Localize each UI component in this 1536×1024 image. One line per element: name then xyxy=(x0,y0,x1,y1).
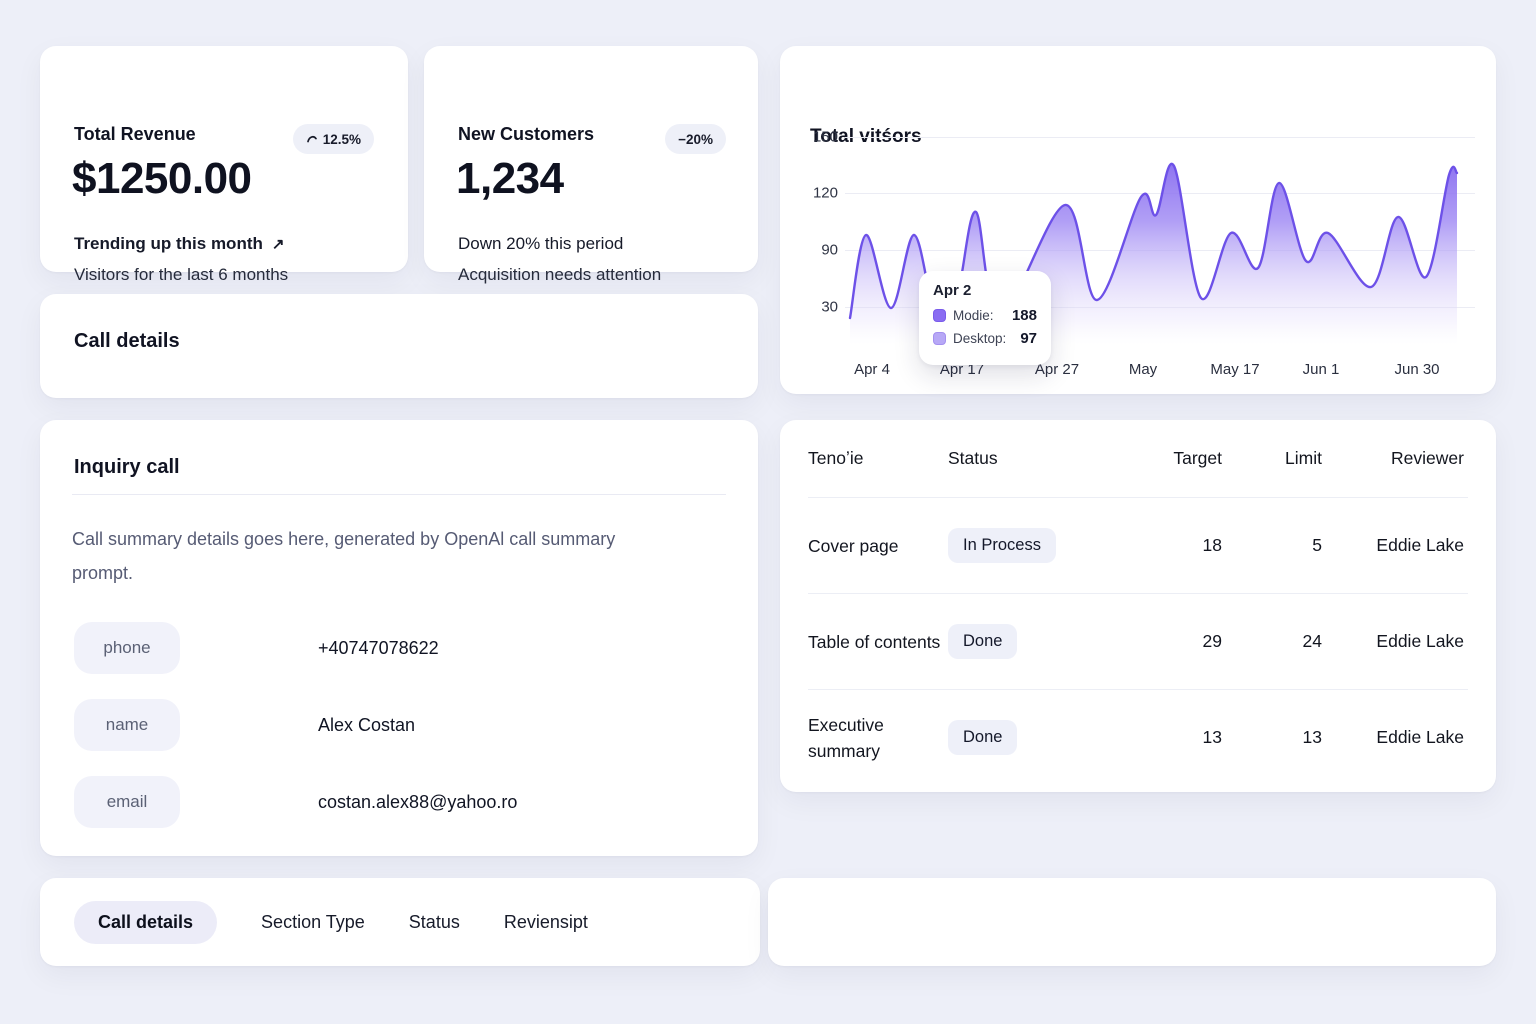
column-header-reviewer: Reviewer xyxy=(1391,448,1464,468)
tab-section-type[interactable]: Section Type xyxy=(261,911,365,932)
customers-subtext: Acquisition needs attention xyxy=(458,265,662,284)
tooltip-value: 97 xyxy=(1020,330,1037,347)
customers-trend-badge: −20% xyxy=(665,124,726,154)
bottom-tab-bar: Call details Section Type Status Reviens… xyxy=(40,878,760,966)
call-details-card: Call details xyxy=(40,294,758,398)
total-revenue-title: Total Revenue xyxy=(74,124,196,144)
new-customers-value: 1,234 xyxy=(456,154,564,203)
chart-title: Total vitśors xyxy=(810,126,922,147)
sections-table: Tenoʼie Status Target Limit Reviewer Cov… xyxy=(808,420,1468,785)
revenue-trend-line: Trending up this month ↗ xyxy=(74,234,284,254)
section-name: Executive summary xyxy=(808,714,884,761)
trend-up-icon xyxy=(306,135,317,143)
x-tick-label: Jun 1 xyxy=(1302,361,1340,378)
email-value: costan.alex88@yahoo.ro xyxy=(318,791,518,812)
tooltip-date: Apr 2 xyxy=(933,282,972,299)
new-customers-title: New Customers xyxy=(458,124,595,144)
reviewer-name: Eddie Lake xyxy=(1376,535,1464,555)
tooltip-label: Modie: xyxy=(953,308,994,323)
table-row[interactable]: Table of contents Done 29 24 Eddie Lake xyxy=(808,594,1468,689)
tab-reviensipt[interactable]: Reviensipt xyxy=(503,911,588,932)
inquiry-call-card: Inquiry call Call summary details goes h… xyxy=(40,420,758,856)
tooltip-label: Desktop: xyxy=(953,331,1007,346)
phone-label-pill: phone xyxy=(74,622,180,674)
tab-status[interactable]: Status xyxy=(408,911,460,932)
customers-trend-text: Down 20% this period xyxy=(458,234,624,253)
table-row[interactable]: Cover page In Process 18 5 Eddie Lake xyxy=(808,498,1468,593)
section-name: Table of contents xyxy=(808,631,941,652)
tooltip-value: 188 xyxy=(1011,307,1037,324)
x-tick-label: Apr 27 xyxy=(1034,361,1080,378)
target-value: 18 xyxy=(1202,535,1222,555)
name-label-pill: name xyxy=(74,699,180,751)
revenue-trend-text: Trending up this month xyxy=(74,234,263,253)
inquiry-call-title: Inquiry call xyxy=(74,456,180,478)
trend-arrow-icon: ↗ xyxy=(271,236,285,253)
customers-badge-value: −20% xyxy=(678,131,713,147)
name-field-row: name Alex Costan xyxy=(74,699,415,751)
new-customers-card: New Customers −20% 1,234 Down 20% this p… xyxy=(424,46,758,284)
x-tick-label: Apr 17 xyxy=(939,361,985,378)
column-header-target: Target xyxy=(1173,448,1222,468)
limit-value: 13 xyxy=(1302,727,1322,747)
chart-area xyxy=(850,163,1457,345)
tooltip-row-modie: Modie: 188 xyxy=(933,307,1037,324)
x-tick-label: May 17 xyxy=(1210,361,1260,378)
revenue-trend-badge: 12.5% xyxy=(292,124,374,154)
column-header-name: Tenoʼie xyxy=(808,448,864,468)
table-row[interactable]: Executive summary Done 13 13 Eddie Lake xyxy=(808,690,1468,785)
limit-value: 24 xyxy=(1302,631,1322,651)
x-tick-label: May xyxy=(1128,361,1158,378)
table-divider xyxy=(808,497,1468,498)
email-field-row: email costan.alex88@yahoo.ro xyxy=(74,776,517,828)
tooltip-row-desktop: Desktop: 97 xyxy=(933,330,1037,347)
sections-table-card: Tenoʼie Status Target Limit Reviewer Cov… xyxy=(780,420,1496,792)
call-details-title: Call details xyxy=(74,330,180,352)
desktop-series-chip-icon xyxy=(933,332,946,345)
tabs-container: Call details Section Type Status Reviens… xyxy=(74,878,588,966)
target-value: 29 xyxy=(1202,631,1222,651)
x-tick-label: Jun 30 xyxy=(1394,361,1440,378)
limit-value: 5 xyxy=(1312,535,1322,555)
modie-series-chip-icon xyxy=(933,309,946,322)
y-tick-label: 150 xyxy=(812,128,838,146)
chart-tooltip: Apr 2 Modie: 188 Desktop: 97 xyxy=(919,271,1051,365)
table-header-row: Tenoʼie Status Target Limit Reviewer xyxy=(808,420,1468,497)
total-revenue-card: Total Revenue 12.5% $1250.00 Trending up… xyxy=(40,46,408,284)
revenue-badge-value: 12.5% xyxy=(322,131,361,147)
call-summary-text: Call summary details goes here, generate… xyxy=(72,529,616,583)
column-header-limit: Limit xyxy=(1285,448,1322,468)
y-tick-label: 120 xyxy=(812,184,838,202)
status-badge: In Process xyxy=(948,528,1056,563)
table-divider xyxy=(808,689,1468,690)
section-name: Cover page xyxy=(808,535,899,556)
chart-y-axis: 150 120 90 30 xyxy=(798,129,838,347)
customers-trend-line: Down 20% this period xyxy=(458,234,623,254)
total-revenue-value: $1250.00 xyxy=(72,154,252,203)
email-label-pill: email xyxy=(74,776,180,828)
column-header-status: Status xyxy=(948,448,998,468)
visitors-chart-card: Total vitśors 150 120 90 30 Apr 2 Modie: xyxy=(780,46,1496,394)
target-value: 13 xyxy=(1202,727,1222,747)
x-tick-label: Apr 4 xyxy=(854,361,890,378)
y-tick-label: 90 xyxy=(821,241,838,259)
bottom-right-panel xyxy=(768,878,1496,966)
tab-call-details[interactable]: Call details xyxy=(74,900,218,944)
phone-value: +40747078622 xyxy=(318,637,439,658)
status-badge: Done xyxy=(948,624,1018,659)
status-badge: Done xyxy=(948,720,1018,755)
name-value: Alex Costan xyxy=(318,714,416,735)
table-divider xyxy=(808,593,1468,594)
chart-plot-area[interactable]: Apr 2 Modie: 188 Desktop: 97 xyxy=(845,135,1475,365)
y-tick-label: 30 xyxy=(821,298,838,316)
inquiry-divider xyxy=(72,494,726,495)
reviewer-name: Eddie Lake xyxy=(1376,727,1464,747)
revenue-subtext: Visitors for the last 6 months xyxy=(74,265,289,284)
phone-field-row: phone +40747078622 xyxy=(74,622,439,674)
reviewer-name: Eddie Lake xyxy=(1376,631,1464,651)
chart-x-axis: Apr 4 Apr 17 Apr 27 May May 17 Jun 1 Jun 30 xyxy=(845,361,1475,385)
